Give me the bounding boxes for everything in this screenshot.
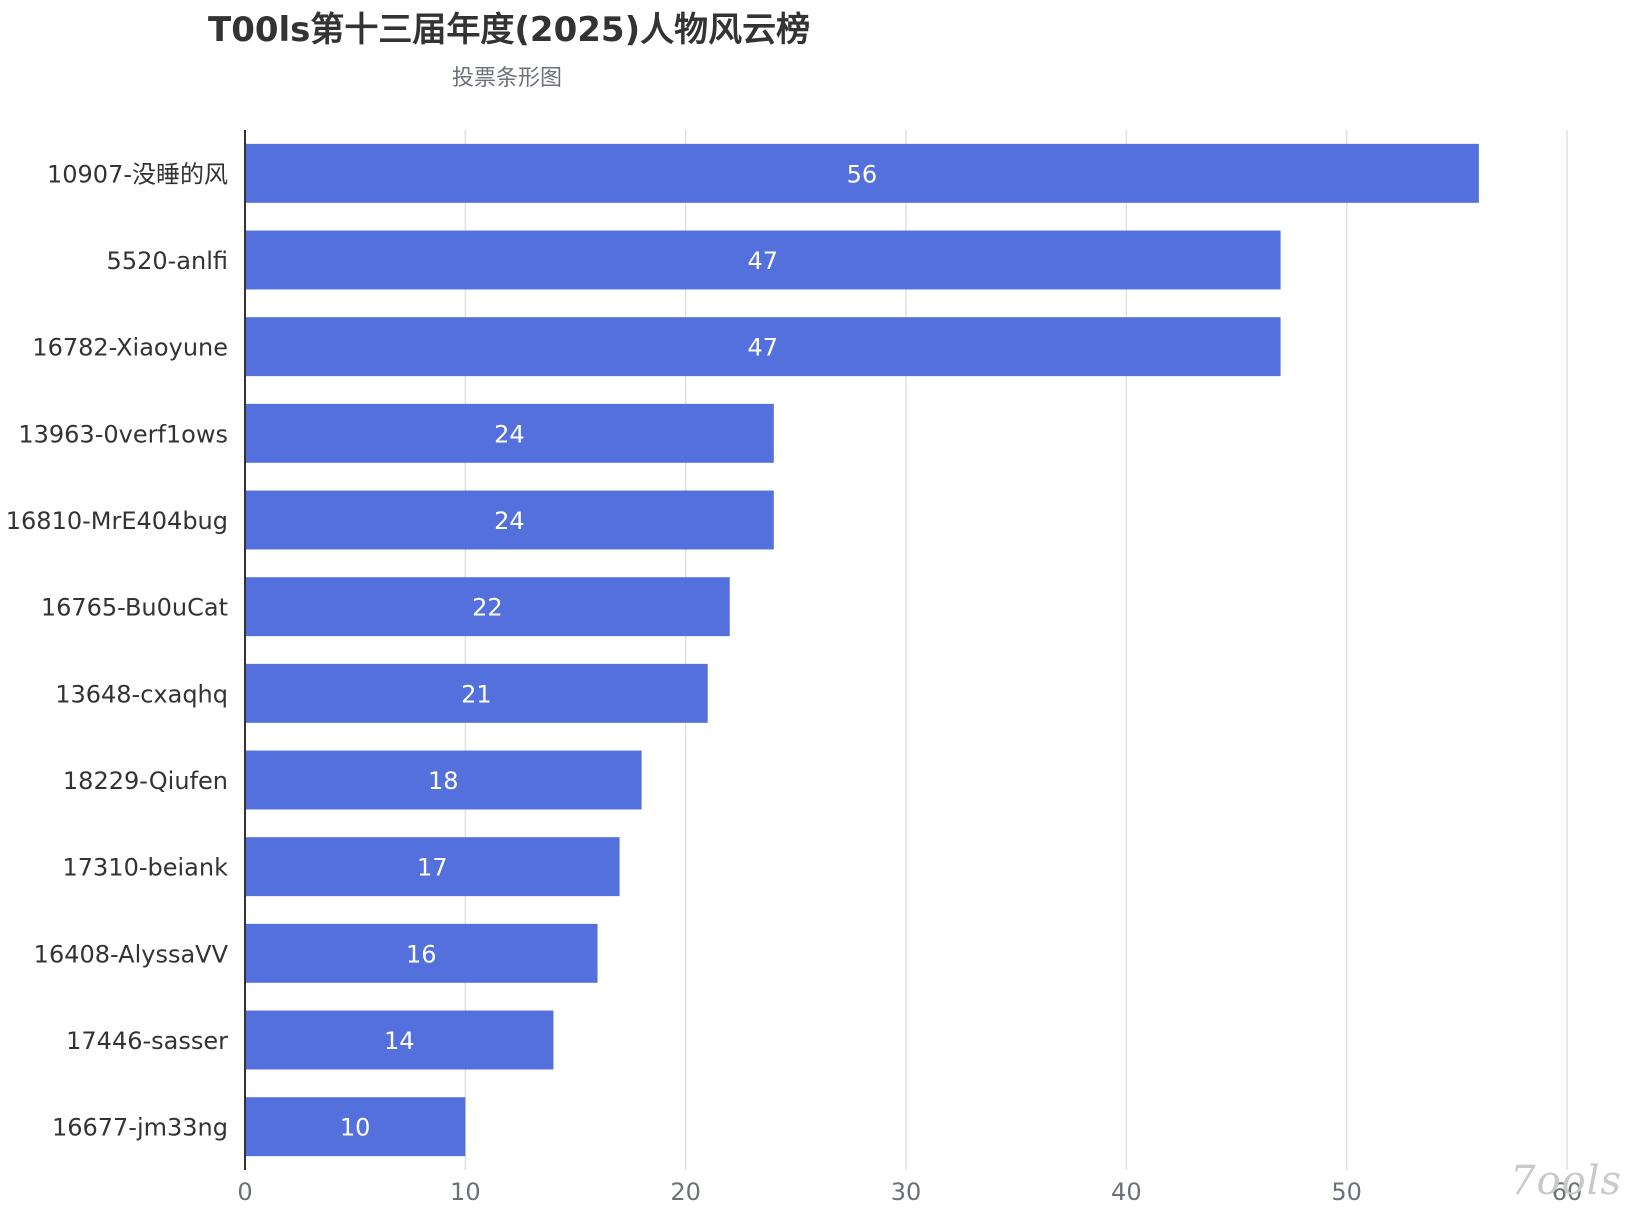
category-label: 13648-cxaqhq	[55, 680, 228, 708]
bar-value-label: 18	[428, 767, 459, 795]
category-label: 16782-Xiaoyune	[32, 334, 228, 362]
bar-value-label: 22	[472, 594, 503, 622]
bar	[245, 317, 1281, 377]
bar-value-label: 21	[461, 680, 492, 708]
x-tick-label: 60	[1552, 1178, 1583, 1206]
x-tick-label: 30	[891, 1178, 922, 1206]
bar	[245, 403, 774, 463]
category-label: 17310-beiank	[63, 854, 229, 882]
labels: 0 10 20 30 40 50 60 56 10907-没睡的风 47 5520-anlfi 47 1…	[6, 160, 1583, 1206]
chart-subtitle: 投票条形图	[452, 66, 563, 91]
bar	[245, 230, 1281, 290]
category-label: 16408-AlyssaVV	[34, 940, 229, 968]
bar	[245, 663, 708, 723]
category-label: 16810-MrE404bug	[6, 507, 228, 535]
bar-value-label: 14	[384, 1027, 415, 1055]
bar	[245, 923, 598, 983]
x-tick-label: 20	[670, 1178, 701, 1206]
bar-value-label: 16	[406, 940, 437, 968]
x-tick-label: 0	[237, 1178, 252, 1206]
bar-value-label: 47	[748, 334, 779, 362]
category-label: 13963-0verf1ows	[18, 420, 228, 448]
grid-lines	[464, 130, 1568, 1170]
bar-value-label: 10	[340, 1114, 371, 1142]
category-label: 16677-jm33ng	[52, 1114, 228, 1142]
bar	[245, 1097, 466, 1157]
bar-value-label: 56	[847, 160, 878, 188]
watermark-logo: 7ools	[1510, 1158, 1622, 1204]
bar-value-label: 24	[494, 507, 525, 535]
bar	[245, 1010, 554, 1070]
bar	[245, 750, 642, 810]
x-tick-label: 50	[1331, 1178, 1362, 1206]
x-tick-label: 40	[1111, 1178, 1142, 1206]
bars	[245, 143, 1479, 1157]
bar-value-label: 17	[417, 854, 448, 882]
bar	[245, 837, 620, 897]
category-label: 10907-没睡的风	[47, 160, 228, 188]
category-label: 17446-sasser	[66, 1027, 228, 1055]
bar	[245, 490, 774, 550]
category-label: 5520-anlfi	[107, 247, 228, 275]
category-label: 18229-Qiufen	[63, 767, 228, 795]
x-tick-label: 10	[450, 1178, 481, 1206]
bar	[245, 143, 1479, 203]
chart-title: T00ls第十三届年度(2025)人物风云榜	[208, 10, 811, 50]
bar	[245, 577, 730, 637]
bar-value-label: 24	[494, 420, 525, 448]
bar-value-label: 47	[748, 247, 779, 275]
category-label: 16765-Bu0uCat	[41, 594, 228, 622]
